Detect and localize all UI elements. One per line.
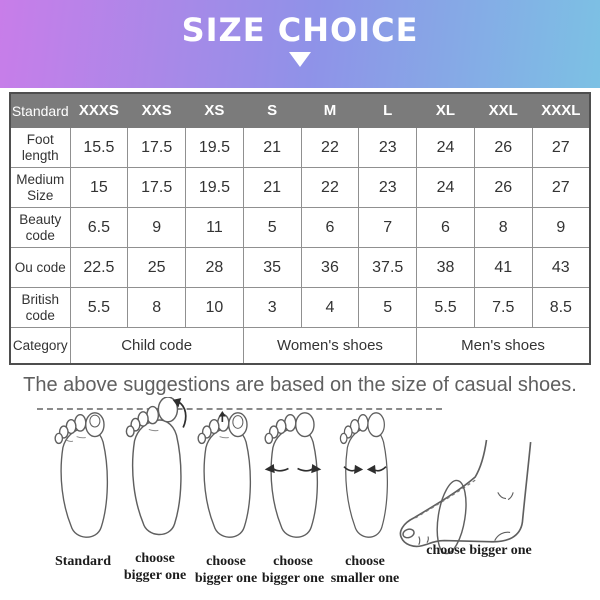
size-header-cell: S [242, 92, 302, 128]
table-cell: 26 [473, 127, 533, 168]
table-row-medium-size: Medium Size 15 17.5 19.5 21 22 23 24 26 … [9, 167, 591, 208]
table-cell: 7 [358, 207, 418, 248]
table-cell: 5 [242, 207, 302, 248]
table-cell: 4 [300, 287, 360, 328]
note-text: The above suggestions are based on the s… [23, 374, 577, 396]
table-cell: 10 [185, 287, 244, 328]
table-cell: 27 [531, 127, 591, 168]
table-cell: 9 [127, 207, 187, 248]
table-cell: 17.5 [127, 167, 187, 208]
size-header-cell: XS [185, 92, 244, 128]
table-cell: 9 [531, 207, 591, 248]
figure-standard: Standard [46, 411, 120, 570]
table-cell: 5.5 [69, 287, 129, 328]
table-cell: 36 [300, 247, 360, 288]
foot-top-view-standard-icon [54, 412, 109, 538]
table-cell: 24 [416, 127, 475, 168]
size-table-container: Standard XXXS XXS XS S M L XL XXL XXXL F… [9, 92, 591, 365]
table-cell: 6.5 [69, 207, 129, 248]
table-cell: 19.5 [185, 127, 244, 168]
table-cell: 37.5 [358, 247, 418, 288]
table-cell: 17.5 [127, 127, 187, 168]
table-cell: 19.5 [185, 167, 244, 208]
figure-caption: choose smaller one [330, 554, 400, 587]
down-triangle-icon [289, 52, 311, 67]
table-cell: 22 [300, 167, 360, 208]
table-cell: 26 [473, 167, 533, 208]
foot-narrow-arrows-in-icon [339, 412, 388, 538]
table-cell: 25 [127, 247, 187, 288]
size-header-cell: XL [416, 92, 475, 128]
standard-header-cell: Standard [9, 92, 71, 128]
figure-caption: choose bigger one [123, 551, 187, 584]
figure-long-second-toe: choose bigger one [189, 411, 263, 587]
category-cell-child: Child code [69, 327, 244, 365]
table-row-category: Category Child code Women's shoes Men's … [9, 327, 591, 365]
table-cell: 8 [473, 207, 533, 248]
foot-long-second-toe-icon [197, 411, 252, 538]
foot-protruding-big-toe-icon [125, 397, 187, 536]
page-title: SIZE CHOICE [181, 11, 419, 49]
header-banner: SIZE CHOICE [0, 0, 600, 88]
category-cell-women: Women's shoes [242, 327, 418, 365]
table-row-beauty-code: Beauty code 6.5 9 11 5 6 7 6 8 9 [9, 207, 591, 248]
foot-wide-arrows-out-icon [264, 412, 322, 538]
figure-caption: choose bigger one [261, 554, 325, 587]
figure-bigger-toe: choose bigger one [116, 397, 194, 584]
table-cell: 24 [416, 167, 475, 208]
table-cell: 8.5 [531, 287, 591, 328]
figure-caption: Standard [54, 554, 112, 569]
table-cell: 22 [300, 127, 360, 168]
table-cell: 3 [242, 287, 302, 328]
table-cell: 23 [358, 167, 418, 208]
table-row-ou-code: Ou code 22.5 25 28 35 36 37.5 38 41 43 [9, 247, 591, 288]
table-cell: 8 [127, 287, 187, 328]
table-cell: 27 [531, 167, 591, 208]
row-label: Medium Size [9, 167, 71, 208]
table-row-british-code: British code 5.5 8 10 3 4 5 5.5 7.5 8.5 [9, 287, 591, 328]
table-cell: 5.5 [416, 287, 475, 328]
foot-high-instep-side-view-icon [399, 439, 532, 555]
foot-diagram: Standard choose bigger one [0, 395, 600, 600]
row-label: British code [9, 287, 71, 328]
figure-wide-foot: choose bigger one [256, 411, 330, 587]
category-cell-men: Men's shoes [416, 327, 591, 365]
size-header-cell: XXXL [531, 92, 591, 128]
figure-caption: choose bigger one [194, 554, 258, 587]
size-header-cell: XXS [127, 92, 187, 128]
table-cell: 35 [242, 247, 302, 288]
figure-high-instep: choose bigger one [392, 438, 542, 559]
size-header-cell: XXXS [69, 92, 129, 128]
dashed-measure-line [37, 408, 442, 410]
table-cell: 22.5 [69, 247, 129, 288]
size-table: Standard XXXS XXS XS S M L XL XXL XXXL F… [9, 92, 591, 365]
figure-narrow-foot: choose smaller one [325, 411, 405, 587]
row-label: Foot length [9, 127, 71, 168]
table-cell: 38 [416, 247, 475, 288]
table-row-foot-length: Foot length 15.5 17.5 19.5 21 22 23 24 2… [9, 127, 591, 168]
figure-caption: choose bigger one [426, 543, 532, 558]
size-header-cell: L [358, 92, 418, 128]
table-cell: 41 [473, 247, 533, 288]
table-cell: 6 [416, 207, 475, 248]
table-cell: 7.5 [473, 287, 533, 328]
table-cell: 11 [185, 207, 244, 248]
table-cell: 6 [300, 207, 360, 248]
table-cell: 15 [69, 167, 129, 208]
row-label: Beauty code [9, 207, 71, 248]
table-header-row: Standard XXXS XXS XS S M L XL XXL XXXL [9, 92, 591, 128]
size-header-cell: XXL [473, 92, 533, 128]
table-cell: 23 [358, 127, 418, 168]
table-cell: 15.5 [69, 127, 129, 168]
size-header-cell: M [300, 92, 360, 128]
table-cell: 43 [531, 247, 591, 288]
table-cell: 28 [185, 247, 244, 288]
row-label: Category [9, 327, 71, 365]
table-cell: 21 [242, 167, 302, 208]
table-cell: 5 [358, 287, 418, 328]
row-label: Ou code [9, 247, 71, 288]
table-cell: 21 [242, 127, 302, 168]
